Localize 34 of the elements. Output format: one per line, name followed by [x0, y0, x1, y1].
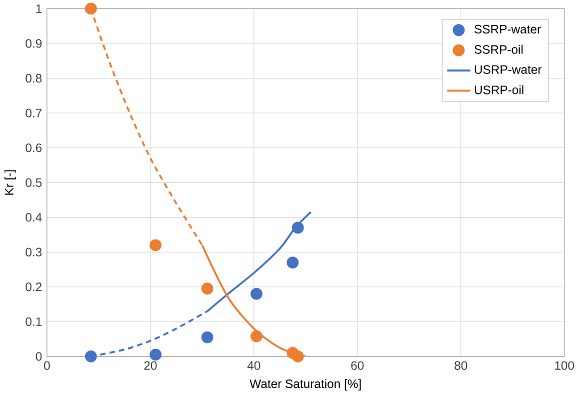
point	[201, 282, 214, 295]
legend-label: USRP-oil	[474, 85, 524, 94]
legend-label: SSRP-oil	[474, 44, 523, 54]
point	[250, 288, 262, 300]
y-tick-label: 0.2	[26, 282, 42, 292]
x-tick-label: 0	[44, 361, 50, 370]
y-tick-label: 0.6	[26, 143, 42, 152]
y-tick-label: 0.3	[26, 248, 42, 256]
y-tick-label: 0.7	[26, 108, 42, 118]
y-axis-title: Kr [-]	[4, 170, 16, 195]
y-tick-label: 0.4	[26, 212, 42, 222]
point	[84, 2, 97, 15]
point	[292, 350, 304, 362]
point	[150, 239, 162, 252]
y-tick-label: 0.9	[26, 39, 42, 48]
y-tick-label: 0.1	[26, 317, 42, 326]
point	[150, 348, 162, 361]
point	[84, 350, 97, 362]
legend-label: USRP-water	[474, 65, 542, 74]
y-tick-label: 1	[36, 4, 42, 13]
point	[201, 331, 214, 344]
x-tick-label: 40	[247, 361, 260, 370]
x-tick-label: 20	[144, 361, 157, 370]
x-tick-label: 60	[351, 361, 364, 370]
x-tick-label: 80	[454, 361, 468, 370]
x-tick-label: 100	[555, 361, 574, 370]
x-axis-title: Water Saturation [%]	[250, 379, 361, 390]
y-tick-label: 0	[36, 352, 42, 361]
y-tick-label: 0.5	[26, 178, 42, 187]
y-tick-label: 0.8	[26, 74, 42, 83]
point	[292, 222, 304, 234]
point	[250, 330, 262, 342]
point	[286, 256, 299, 268]
legend-label: SSRP-water	[474, 24, 541, 34]
